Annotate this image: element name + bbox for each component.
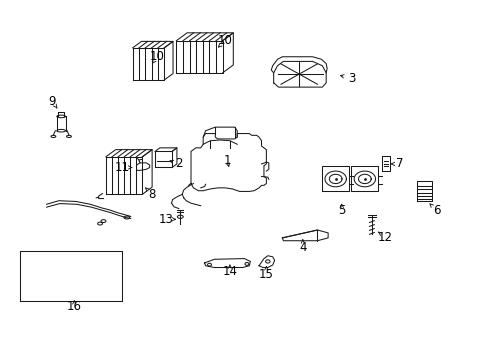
Text: 10: 10 (149, 50, 164, 63)
Text: 1: 1 (224, 154, 231, 167)
Text: 12: 12 (377, 231, 392, 244)
Text: 15: 15 (259, 268, 273, 281)
Text: 7: 7 (396, 157, 403, 170)
Text: 2: 2 (175, 157, 182, 170)
Text: 13: 13 (158, 213, 173, 226)
Text: 9: 9 (49, 95, 56, 108)
Text: 3: 3 (347, 72, 354, 85)
Text: 11: 11 (114, 161, 129, 174)
Text: 6: 6 (432, 204, 439, 217)
Text: 16: 16 (67, 300, 81, 313)
Text: 10: 10 (217, 34, 232, 47)
Text: 8: 8 (148, 188, 156, 201)
Text: 5: 5 (337, 204, 345, 217)
Text: 14: 14 (222, 265, 237, 278)
Text: 4: 4 (299, 241, 306, 255)
